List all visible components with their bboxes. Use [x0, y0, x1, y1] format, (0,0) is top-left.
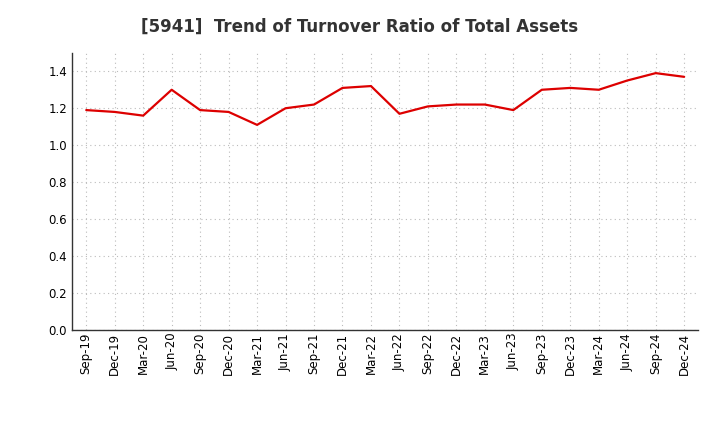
Text: [5941]  Trend of Turnover Ratio of Total Assets: [5941] Trend of Turnover Ratio of Total … [141, 18, 579, 36]
